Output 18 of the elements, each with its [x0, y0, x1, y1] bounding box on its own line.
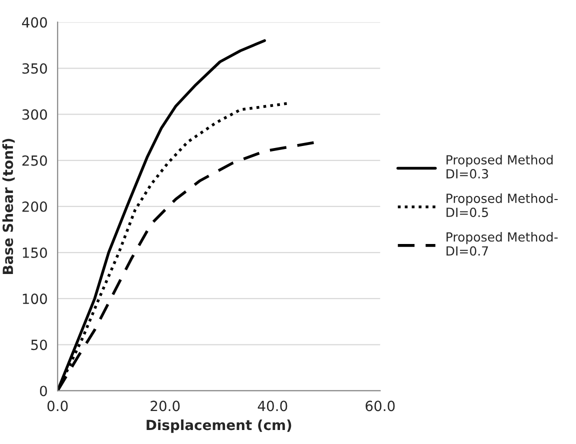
legend-label: Proposed Method DI=0.3: [446, 154, 553, 178]
y-tick-label: 50: [31, 340, 47, 350]
legend-label: Proposed Method-DI=0.5: [446, 193, 558, 218]
y-tick-label: 0: [40, 386, 47, 396]
y-tick-label: 300: [22, 109, 47, 120]
y-tick-label: 150: [22, 247, 47, 258]
x-tick-label: 0.0: [47, 400, 68, 412]
x-axis-title: Displacement (cm): [146, 419, 292, 433]
y-tick-label: 400: [22, 17, 47, 28]
x-tick-label: 20.0: [150, 400, 180, 412]
y-tick-label: 250: [22, 155, 47, 166]
y-tick-label: 350: [22, 63, 47, 74]
y-axis-title: Base Shear (tonf): [2, 138, 15, 274]
x-tick-label: 60.0: [366, 400, 395, 412]
y-tick-label: 100: [22, 294, 47, 304]
legend-label: Proposed Method-DI=0.7: [446, 232, 558, 256]
x-tick-label: 40.0: [258, 400, 288, 412]
y-tick-label: 200: [22, 201, 47, 212]
